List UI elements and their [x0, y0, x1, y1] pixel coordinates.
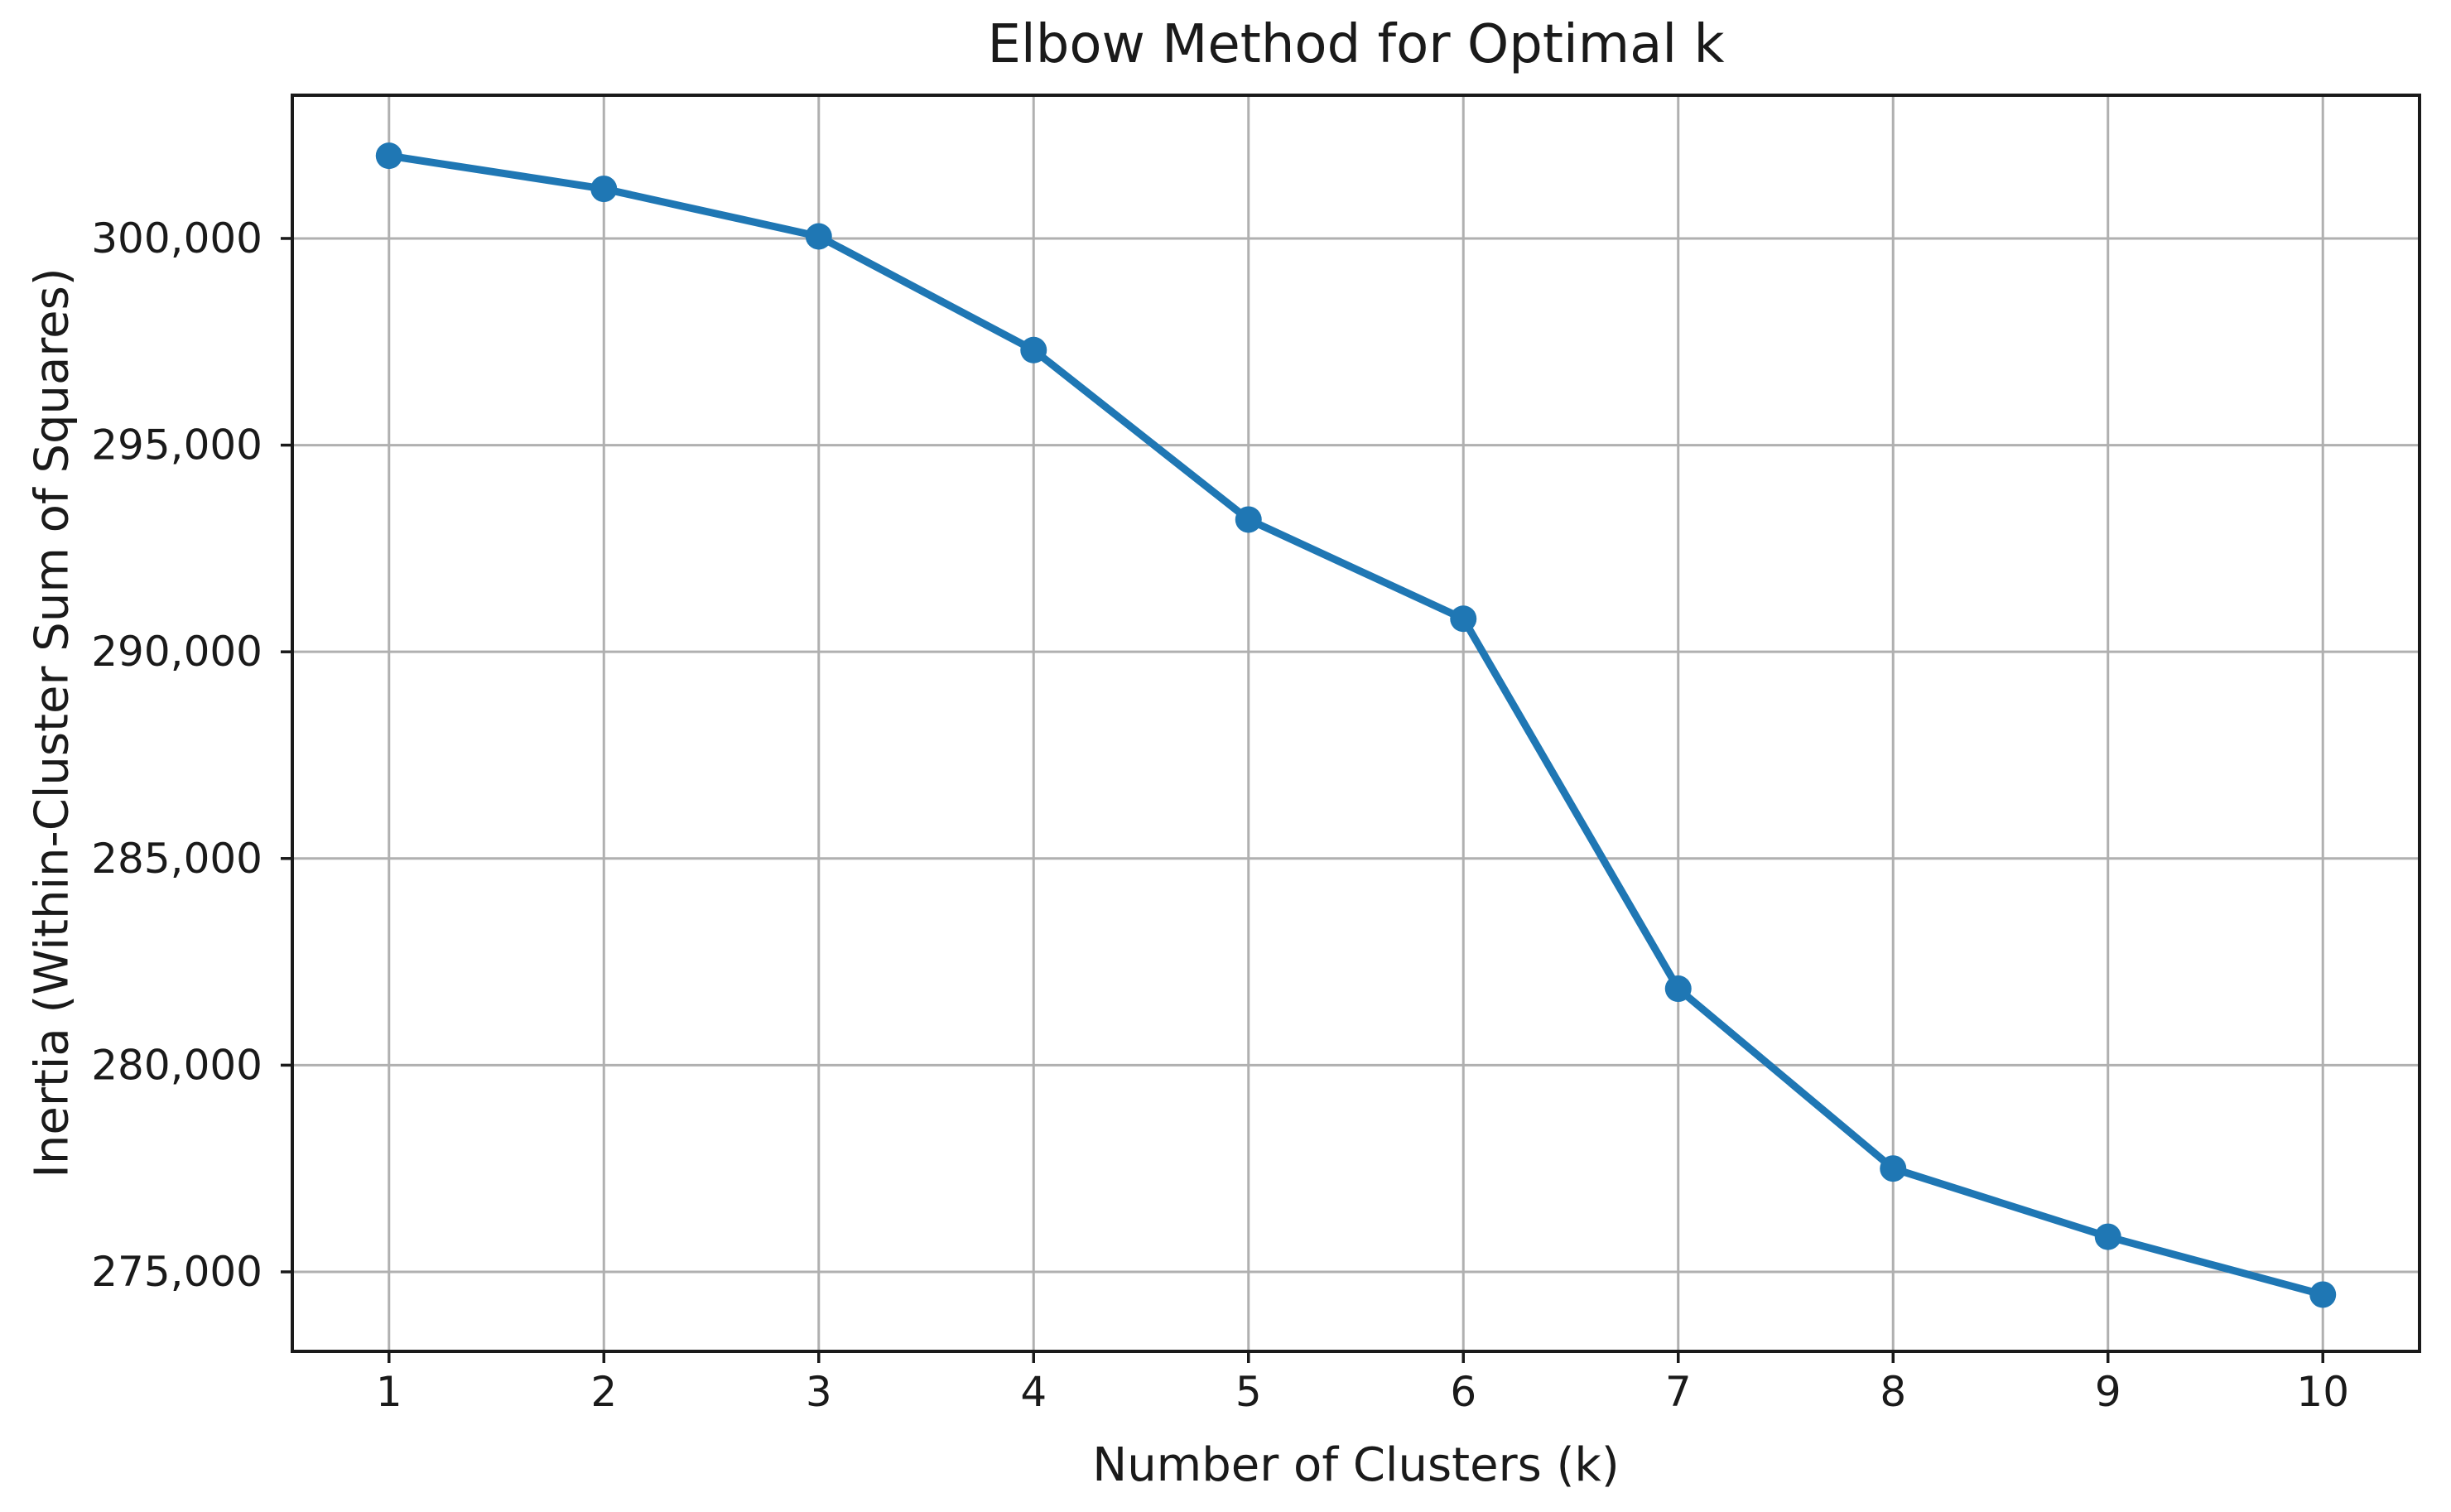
- x-tick-label: 2: [590, 1368, 617, 1416]
- y-axis-label: Inertia (Within-Cluster Sum of Squares): [25, 267, 79, 1178]
- x-tick-label: 5: [1235, 1368, 1262, 1416]
- x-tick-label: 9: [2095, 1368, 2121, 1416]
- x-tick-label: 3: [806, 1368, 832, 1416]
- data-point: [1020, 336, 1047, 364]
- data-point: [1880, 1155, 1907, 1182]
- y-tick-label: 280,000: [91, 1041, 262, 1089]
- data-point: [805, 223, 832, 250]
- y-tick-label: 285,000: [91, 835, 262, 883]
- data-point: [1235, 506, 1262, 533]
- data-point: [590, 176, 618, 203]
- y-tick-label: 300,000: [91, 214, 262, 262]
- data-point: [1450, 605, 1477, 633]
- x-axis-label: Number of Clusters (k): [1092, 1438, 1620, 1492]
- x-tick-label: 10: [2296, 1368, 2349, 1416]
- y-tick-label: 295,000: [91, 421, 262, 469]
- data-point: [2309, 1281, 2337, 1308]
- data-point: [375, 142, 402, 170]
- y-tick-label: 275,000: [91, 1248, 262, 1296]
- axes-spines: [291, 94, 2421, 1353]
- data-line: [385, 152, 2327, 1298]
- y-tick-label: 290,000: [91, 628, 262, 676]
- x-tick-label: 8: [1880, 1368, 1906, 1416]
- x-tick-label: 4: [1020, 1368, 1047, 1416]
- chart-title: Elbow Method for Optimal k: [987, 14, 1725, 75]
- data-point: [1664, 975, 1692, 1003]
- x-tick-label: 6: [1450, 1368, 1476, 1416]
- x-tick-label: 1: [376, 1368, 402, 1416]
- x-tick-label: 7: [1665, 1368, 1692, 1416]
- data-point: [2094, 1223, 2121, 1250]
